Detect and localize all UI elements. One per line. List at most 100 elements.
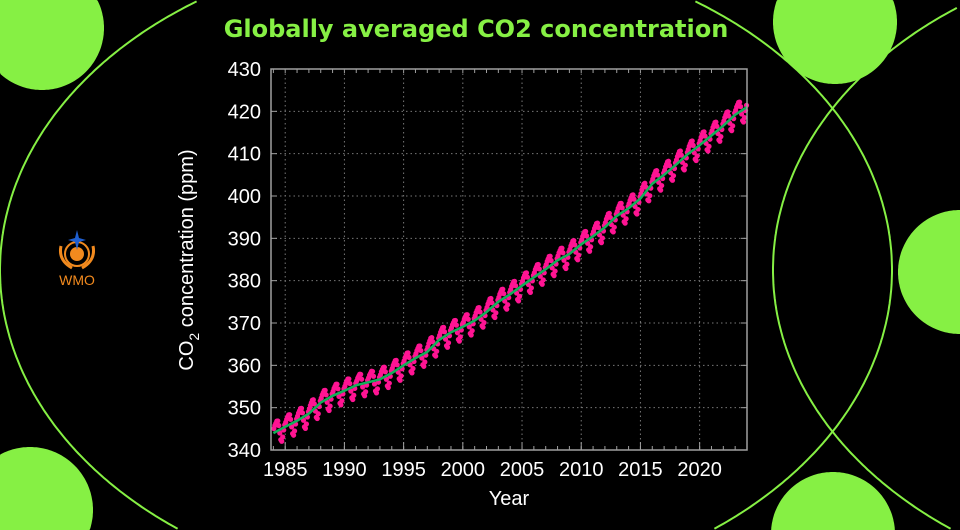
monthly-point xyxy=(693,157,699,164)
monthly-point xyxy=(575,257,581,263)
x-tick-label: 2005 xyxy=(500,459,545,481)
y-axis-label-subscript: 2 xyxy=(186,333,202,341)
monthly-point xyxy=(290,432,297,438)
monthly-point xyxy=(677,148,683,154)
monthly-point xyxy=(288,416,294,422)
y-tick-label: 360 xyxy=(228,355,261,377)
monthly-point xyxy=(393,357,399,363)
monthly-point xyxy=(689,138,695,144)
y-tick-label: 420 xyxy=(228,101,261,123)
x-tick-label: 1990 xyxy=(322,459,367,481)
wmo-emblem-icon xyxy=(59,230,95,270)
monthly-point xyxy=(730,123,736,129)
x-axis-label: Year xyxy=(489,488,530,510)
monthly-point xyxy=(335,386,341,392)
monthly-point xyxy=(599,235,606,241)
dot-bottom-right xyxy=(771,472,895,530)
monthly-point xyxy=(618,200,624,206)
monthly-point xyxy=(440,324,447,330)
monthly-point xyxy=(469,328,475,334)
monthly-point xyxy=(634,211,640,217)
monthly-point xyxy=(493,310,499,316)
monthly-point xyxy=(551,273,557,279)
monthly-point xyxy=(654,168,660,174)
monthly-point xyxy=(726,113,732,119)
monthly-point xyxy=(291,428,298,434)
monthly-point xyxy=(363,389,369,395)
monthly-point xyxy=(714,123,720,129)
monthly-point xyxy=(453,322,460,328)
monthly-point xyxy=(681,167,687,173)
y-tick-label: 410 xyxy=(228,144,261,166)
monthly-point xyxy=(303,421,310,427)
monthly-point xyxy=(385,384,391,391)
monthly-point xyxy=(287,412,293,418)
y-axis-label-main: CO xyxy=(176,341,198,371)
monthly-point xyxy=(560,250,566,256)
monthly-point xyxy=(702,133,708,139)
monthly-point xyxy=(276,422,282,429)
monthly-point xyxy=(289,424,295,430)
y-tick-label: 400 xyxy=(228,186,261,208)
dot-top-left xyxy=(0,0,104,90)
monthly-point xyxy=(398,373,404,379)
monthly-point xyxy=(623,216,629,222)
y-tick-label: 430 xyxy=(228,59,261,81)
monthly-point xyxy=(666,162,673,169)
monthly-point xyxy=(360,384,366,390)
monthly-point xyxy=(339,398,345,404)
monthly-point xyxy=(536,266,542,272)
monthly-point xyxy=(280,434,286,440)
monthly-point xyxy=(298,405,305,411)
monthly-point xyxy=(397,377,403,383)
monthly-point xyxy=(371,381,378,387)
monthly-point xyxy=(665,158,672,164)
monthly-point xyxy=(275,418,281,424)
monthly-point xyxy=(576,252,582,258)
monthly-point xyxy=(701,129,707,135)
monthly-point xyxy=(552,268,558,274)
monthly-point xyxy=(433,353,439,359)
monthly-point xyxy=(334,381,340,387)
monthly-point xyxy=(610,229,616,235)
monthly-point xyxy=(338,402,344,408)
monthly-point xyxy=(584,233,590,239)
monthly-point xyxy=(571,238,577,244)
monthly-point xyxy=(417,343,423,349)
monthly-point xyxy=(348,388,354,394)
chart-title: Globally averaged CO2 concentration xyxy=(223,15,729,43)
monthly-point xyxy=(310,397,316,403)
x-tick-label: 2020 xyxy=(677,459,722,481)
monthly-point xyxy=(705,148,711,154)
monthly-point xyxy=(410,365,416,372)
monthly-point xyxy=(452,317,459,324)
monthly-point xyxy=(635,206,641,213)
x-tick-label: 2015 xyxy=(618,459,663,481)
monthly-point xyxy=(504,306,510,312)
monthly-point xyxy=(659,182,665,189)
monthly-point xyxy=(588,244,594,250)
dot-top-right xyxy=(773,0,897,84)
monthly-point xyxy=(429,335,435,341)
left-ring xyxy=(0,0,893,530)
wmo-logo: WMO xyxy=(52,226,102,288)
monthly-point xyxy=(598,240,605,246)
monthly-point xyxy=(302,425,309,431)
monthly-point xyxy=(358,371,364,377)
y-axis-label-rest: concentration (ppm) xyxy=(176,149,198,332)
monthly-point xyxy=(670,173,677,179)
monthly-point xyxy=(647,193,653,199)
monthly-point xyxy=(347,380,353,387)
monthly-point xyxy=(362,393,368,399)
monthly-point xyxy=(430,339,436,345)
monthly-point xyxy=(322,387,328,393)
monthly-point xyxy=(523,270,530,276)
monthly-point xyxy=(279,438,285,444)
monthly-point xyxy=(572,242,578,248)
monthly-point xyxy=(464,312,470,318)
monthly-point xyxy=(434,348,440,354)
monthly-point xyxy=(492,314,498,321)
